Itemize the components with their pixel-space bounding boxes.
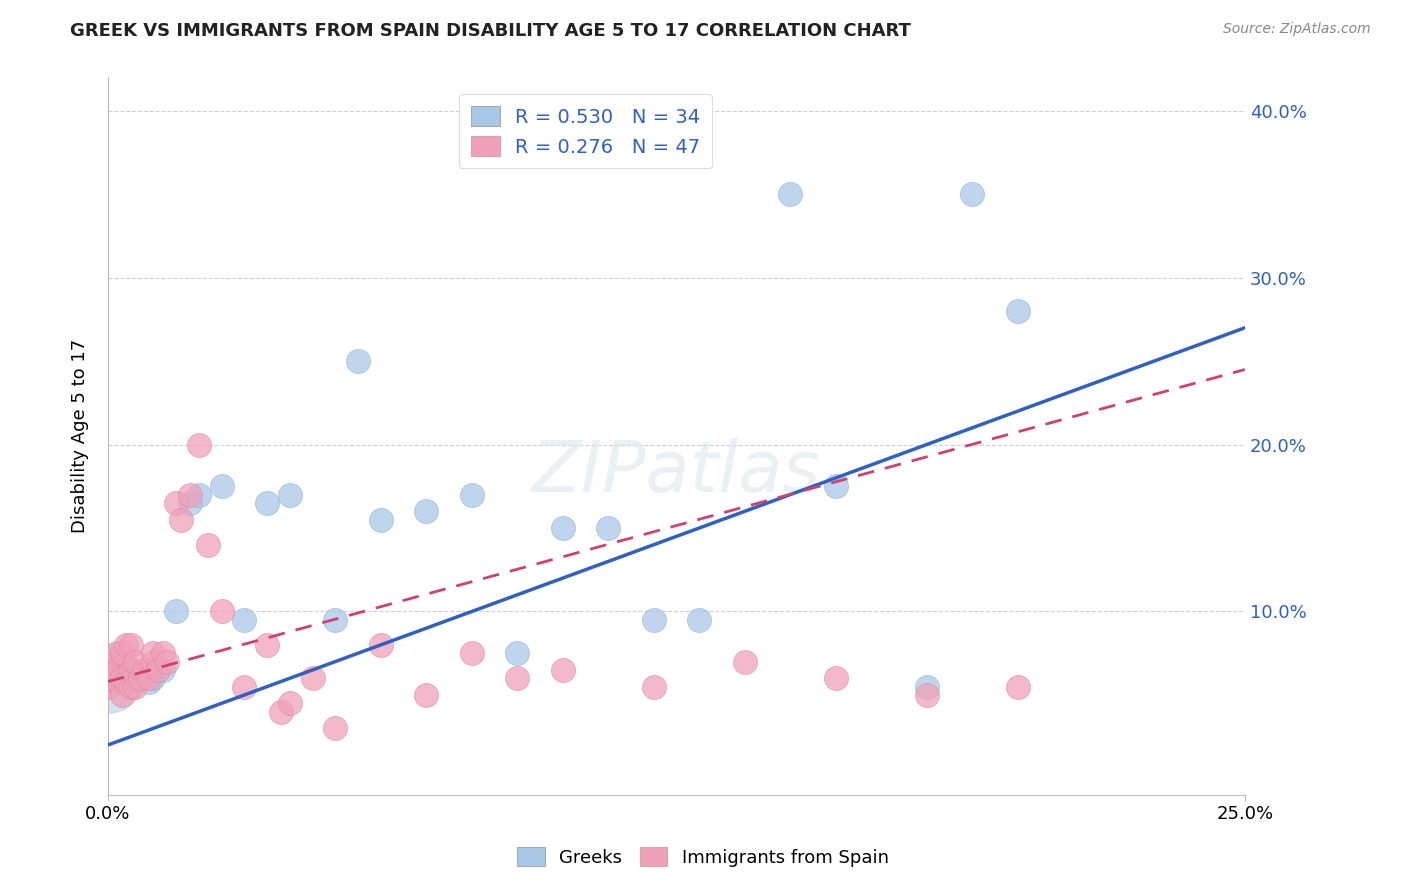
Point [120, 671, 142, 685]
Point [165, 496, 187, 510]
Point [233, 680, 256, 694]
Point [105, 674, 128, 689]
Point [152, 646, 174, 660]
Point [347, 354, 370, 368]
Point [824, 671, 846, 685]
Point [97, 671, 120, 685]
Point [120, 663, 142, 677]
Point [779, 187, 801, 202]
Point [134, 663, 156, 677]
Point [156, 655, 179, 669]
Point [415, 504, 437, 518]
Y-axis label: Disability Age 5 to 17: Disability Age 5 to 17 [72, 339, 89, 533]
Point [370, 638, 392, 652]
Point [120, 638, 142, 652]
Point [1007, 304, 1029, 318]
Point [142, 655, 165, 669]
Point [233, 613, 256, 627]
Point [128, 668, 150, 682]
Point [179, 488, 201, 502]
Point [256, 638, 278, 652]
Point [120, 680, 142, 694]
Point [128, 671, 150, 685]
Point [146, 663, 169, 677]
Point [643, 680, 665, 694]
Point [97, 680, 120, 694]
Point [506, 671, 529, 685]
Point [415, 688, 437, 702]
Point [170, 513, 193, 527]
Point [270, 705, 292, 719]
Point [915, 680, 938, 694]
Legend: R = 0.530   N = 34, R = 0.276   N = 47: R = 0.530 N = 34, R = 0.276 N = 47 [458, 95, 711, 169]
Point [197, 538, 219, 552]
Point [101, 671, 124, 685]
Point [142, 671, 165, 685]
Point [461, 646, 484, 660]
Point [734, 655, 756, 669]
Point [688, 613, 710, 627]
Point [152, 663, 174, 677]
Point [165, 605, 187, 619]
Point [461, 488, 484, 502]
Point [101, 663, 124, 677]
Point [325, 721, 347, 735]
Point [551, 521, 574, 535]
Text: GREEK VS IMMIGRANTS FROM SPAIN DISABILITY AGE 5 TO 17 CORRELATION CHART: GREEK VS IMMIGRANTS FROM SPAIN DISABILIT… [70, 22, 911, 40]
Point [101, 663, 124, 677]
Point [187, 437, 209, 451]
Point [105, 674, 128, 689]
Text: ZIPatlas: ZIPatlas [531, 438, 821, 507]
Point [111, 646, 134, 660]
Point [960, 187, 983, 202]
Point [101, 655, 124, 669]
Point [370, 513, 392, 527]
Point [138, 674, 160, 689]
Point [115, 638, 138, 652]
Point [278, 488, 301, 502]
Point [124, 655, 146, 669]
Point [142, 646, 165, 660]
Point [643, 613, 665, 627]
Point [179, 496, 201, 510]
Point [105, 663, 128, 677]
Point [138, 671, 160, 685]
Point [256, 496, 278, 510]
Point [111, 671, 134, 685]
Point [824, 479, 846, 493]
Point [325, 613, 347, 627]
Point [187, 488, 209, 502]
Text: Source: ZipAtlas.com: Source: ZipAtlas.com [1223, 22, 1371, 37]
Point [134, 671, 156, 685]
Point [301, 671, 323, 685]
Point [278, 696, 301, 710]
Point [211, 479, 233, 493]
Point [111, 688, 134, 702]
Point [1007, 680, 1029, 694]
Point [105, 646, 128, 660]
Point [598, 521, 620, 535]
Point [211, 605, 233, 619]
Point [551, 663, 574, 677]
Point [111, 671, 134, 685]
Legend: Greeks, Immigrants from Spain: Greeks, Immigrants from Spain [510, 840, 896, 874]
Point [115, 668, 138, 682]
Point [124, 674, 146, 689]
Point [101, 671, 124, 685]
Point [915, 688, 938, 702]
Point [506, 646, 529, 660]
Point [115, 674, 138, 689]
Point [124, 680, 146, 694]
